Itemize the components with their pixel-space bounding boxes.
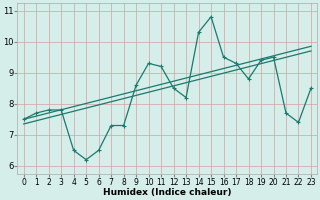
X-axis label: Humidex (Indice chaleur): Humidex (Indice chaleur) xyxy=(103,188,232,197)
